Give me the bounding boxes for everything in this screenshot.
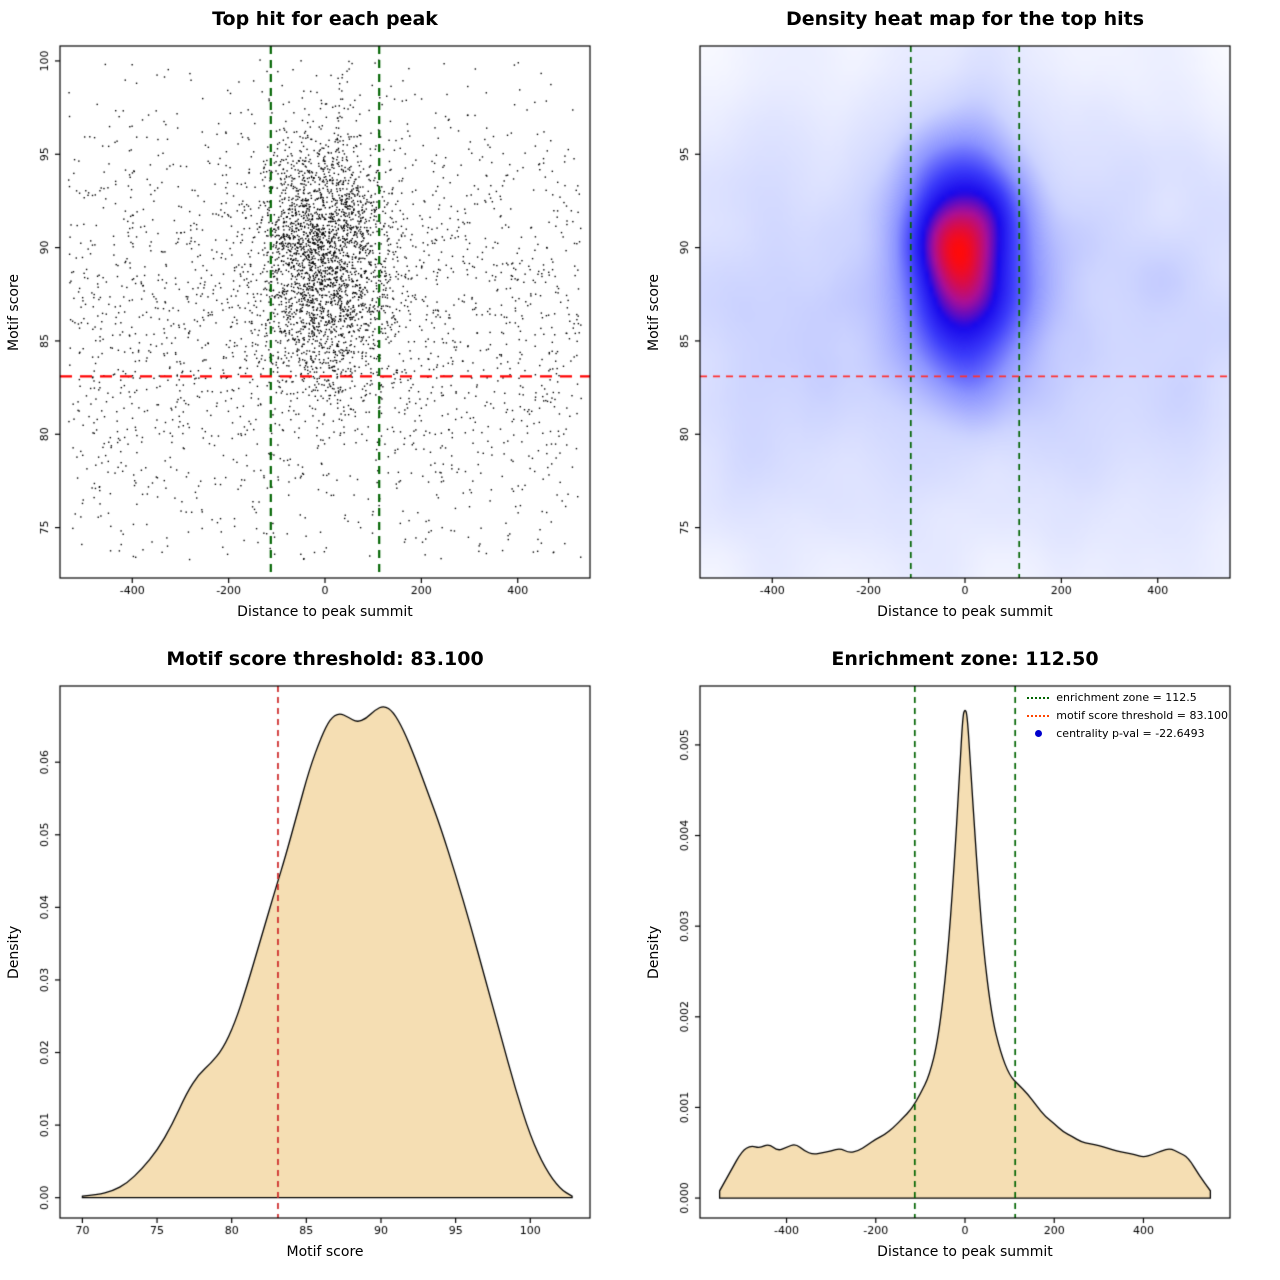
legend-label: centrality p-val = -22.6493 [1056, 727, 1205, 740]
y-axis-label: Density [6, 925, 22, 979]
score-density-plot-canvas [0, 640, 640, 1280]
panel-title: Density heat map for the top hits [785, 8, 1145, 30]
panel-distance-density: Enrichment zone: 112.50 Distance to peak… [640, 640, 1280, 1280]
legend-item-enrichment-zone: enrichment zone = 112.5 [1027, 690, 1228, 705]
x-axis-label: Distance to peak summit [877, 1244, 1053, 1260]
distance-density-plot-canvas [640, 640, 1280, 1280]
panel-title: Enrichment zone: 112.50 [831, 648, 1099, 670]
x-axis-label: Distance to peak summit [237, 604, 413, 620]
centrality-pval-dot-icon [1027, 729, 1049, 738]
y-axis-label: Density [646, 925, 662, 979]
legend-item-motif-threshold: motif score threshold = 83.100 [1027, 708, 1228, 723]
panel-motif-score-density: Motif score threshold: 83.100 Motif scor… [0, 640, 640, 1280]
legend-item-centrality-pval: centrality p-val = -22.6493 [1027, 726, 1228, 741]
x-axis-label: Motif score [286, 1244, 364, 1260]
panel-title: Motif score threshold: 83.100 [166, 648, 484, 670]
x-axis-label: Distance to peak summit [877, 604, 1053, 620]
panel-title: Top hit for each peak [212, 8, 438, 30]
y-axis-label: Motif score [6, 273, 22, 351]
legend-label: motif score threshold = 83.100 [1056, 709, 1228, 722]
y-axis-label: Motif score [646, 273, 662, 351]
panel-density-heatmap: Density heat map for the top hits Distan… [640, 0, 1280, 640]
legend-label: enrichment zone = 112.5 [1056, 691, 1197, 704]
enrichment-zone-line-icon [1027, 696, 1050, 699]
heatmap-plot-canvas [640, 0, 1280, 640]
scatter-plot-canvas [0, 0, 640, 640]
panel-top-hits-scatter: Top hit for each peak Distance to peak s… [0, 0, 640, 640]
plot-legend: enrichment zone = 112.5 motif score thre… [1027, 690, 1228, 741]
motif-threshold-line-icon [1027, 714, 1050, 717]
